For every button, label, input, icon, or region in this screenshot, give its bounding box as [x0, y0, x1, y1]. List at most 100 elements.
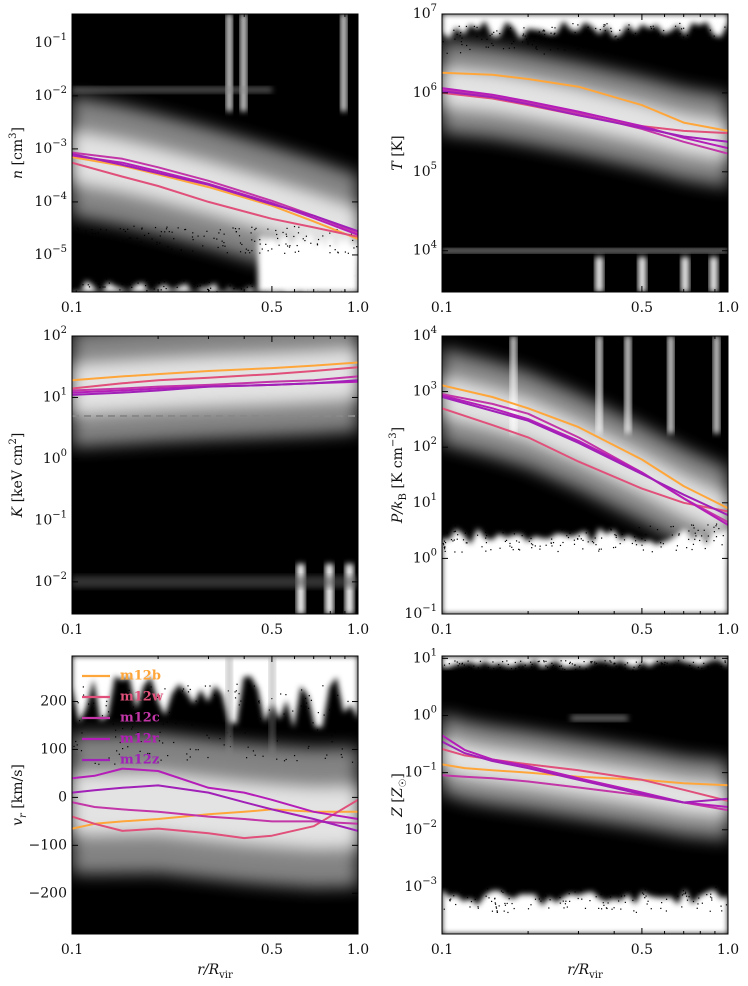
- plot-frame: [441, 655, 729, 935]
- plot-frame: [71, 335, 359, 615]
- legend-label-m12r: m12r: [120, 732, 159, 747]
- y-tick-label: 101: [413, 647, 437, 667]
- x-tick-label: 1.0: [717, 942, 739, 958]
- x-tick-label: 0.5: [631, 300, 653, 316]
- y-tick-label: −200: [29, 885, 67, 901]
- y-tick-label: 101: [413, 491, 437, 511]
- series-line-m12r: [442, 394, 728, 526]
- y-tick-label: 107: [413, 3, 437, 23]
- y-tick-label: 104: [413, 239, 437, 259]
- y-axis-label: n [cm3]: [8, 127, 26, 179]
- x-tick-label: 1.0: [717, 622, 739, 638]
- x-tick-label: 0.1: [431, 300, 453, 316]
- x-tick-label: 0.1: [61, 942, 83, 958]
- y-tick-label: 10−3: [404, 875, 437, 895]
- series-line-m12w: [72, 798, 358, 840]
- panel-5: 0.1 0.5 1.0 −200 −100 0 100 200 vr [km/s] r/Rvir m…: [10, 655, 369, 981]
- density-histogram: [72, 656, 358, 934]
- series-line-m12z: [72, 784, 358, 832]
- y-tick-label: 10−2: [34, 84, 67, 104]
- x-tick-label: 1.0: [347, 942, 369, 958]
- x-tick-label: 0.1: [431, 942, 453, 958]
- y-tick-label: 102: [413, 436, 437, 456]
- panel-4: 0.1 0.5 1.0 10−1 100 101 102 103 104 P/kB [K cm−3…: [388, 325, 739, 639]
- x-tick-label: 0.5: [261, 300, 283, 316]
- y-tick-label: 10−1: [404, 603, 437, 623]
- series-line-m12w: [442, 747, 728, 802]
- y-tick-label: −100: [29, 837, 67, 853]
- series-line-m12w: [442, 407, 728, 513]
- series-line-m12r: [72, 767, 358, 820]
- y-axis-label: P/kB [K cm−3]: [388, 427, 409, 524]
- density-histogram: [442, 14, 728, 292]
- legend-label-m12b: m12b: [120, 669, 161, 684]
- series-line-m12c: [72, 375, 358, 392]
- y-tick-label: 103: [413, 380, 437, 400]
- panel-3: 0.1 0.5 1.0 10−2 10−1 100 101 102 K [keV cm2]: [8, 325, 369, 639]
- y-tick-label: 102: [43, 325, 67, 345]
- y-tick-label: 100: [40, 741, 67, 757]
- x-tick-label: 0.1: [61, 622, 83, 638]
- series-line-m12z: [72, 379, 358, 396]
- y-tick-label: 10−3: [34, 137, 67, 157]
- y-tick-label: 10−4: [34, 190, 67, 210]
- y-axis-label: Z [Z☉]: [390, 773, 409, 818]
- plot-frame: [441, 13, 729, 293]
- series-line-m12z: [442, 740, 728, 804]
- y-tick-label: 200: [40, 694, 67, 710]
- series-line-m12w: [72, 366, 358, 390]
- x-tick-label: 0.1: [431, 622, 453, 638]
- y-tick-label: 100: [43, 447, 67, 467]
- x-tick-label: 0.5: [631, 942, 653, 958]
- legend-label-m12c: m12c: [120, 711, 160, 726]
- y-tick-label: 106: [413, 81, 437, 101]
- series-line-m12w: [72, 161, 358, 238]
- x-tick-label: 1.0: [717, 300, 739, 316]
- y-tick-label: 105: [413, 160, 437, 180]
- density-histogram: [72, 336, 358, 614]
- series-line-m12b: [442, 71, 728, 132]
- legend-label-m12w: m12w: [120, 690, 164, 705]
- y-tick-label: 101: [43, 386, 67, 406]
- y-tick-label: 100: [413, 704, 437, 724]
- series-line-m12b: [72, 808, 358, 830]
- panel-2: 0.1 0.5 1.0 104 105 106 107 T [K]: [390, 3, 739, 317]
- series-line-m12z: [442, 396, 728, 517]
- x-tick-label: 1.0: [347, 622, 369, 638]
- y-tick-label: 100: [413, 547, 437, 567]
- series-line-m12r: [442, 87, 728, 150]
- y-axis-label: T [K]: [390, 135, 406, 170]
- x-axis-label: r/Rvir: [567, 962, 603, 981]
- density-histogram: [72, 14, 358, 292]
- x-axis-label: r/Rvir: [197, 962, 233, 981]
- y-tick-label: 10−1: [34, 509, 67, 529]
- legend: m12b m12w m12c m12r m12z: [82, 669, 164, 768]
- panel-1: 0.1 0.5 1.0 10−5 10−4 10−3 10−2 10−1 n [cm3]: [8, 13, 369, 316]
- series-line-m12b: [442, 384, 728, 510]
- y-axis-label: K [keV cm2]: [8, 433, 26, 519]
- panel-6: 0.1 0.5 1.0 10−3 10−2 10−1 100 101 Z [Z☉] r/Rvir: [390, 647, 739, 981]
- density-histogram: [442, 336, 728, 614]
- y-tick-label: 10−1: [34, 31, 67, 51]
- x-tick-label: 0.1: [61, 300, 83, 316]
- series-line-m12b: [72, 361, 358, 382]
- density-histogram: [442, 656, 728, 934]
- x-tick-label: 1.0: [347, 300, 369, 316]
- y-tick-label: 10−2: [404, 818, 437, 838]
- series-line-m12c: [72, 801, 358, 825]
- x-tick-label: 0.5: [261, 622, 283, 638]
- x-tick-label: 0.5: [631, 622, 653, 638]
- plot-frame: [441, 335, 729, 615]
- series-line-m12z: [72, 153, 358, 233]
- x-tick-label: 0.5: [261, 942, 283, 958]
- legend-label-m12z: m12z: [120, 753, 159, 768]
- series-line-m12z: [442, 90, 728, 143]
- plot-frame: [71, 655, 359, 935]
- plot-frame: [71, 13, 359, 293]
- y-tick-label: 0: [58, 789, 67, 805]
- y-tick-label: 104: [413, 325, 437, 345]
- y-axis-label: vr [km/s]: [10, 764, 29, 826]
- y-tick-label: 10−5: [34, 243, 67, 263]
- y-tick-label: 10−2: [34, 570, 67, 590]
